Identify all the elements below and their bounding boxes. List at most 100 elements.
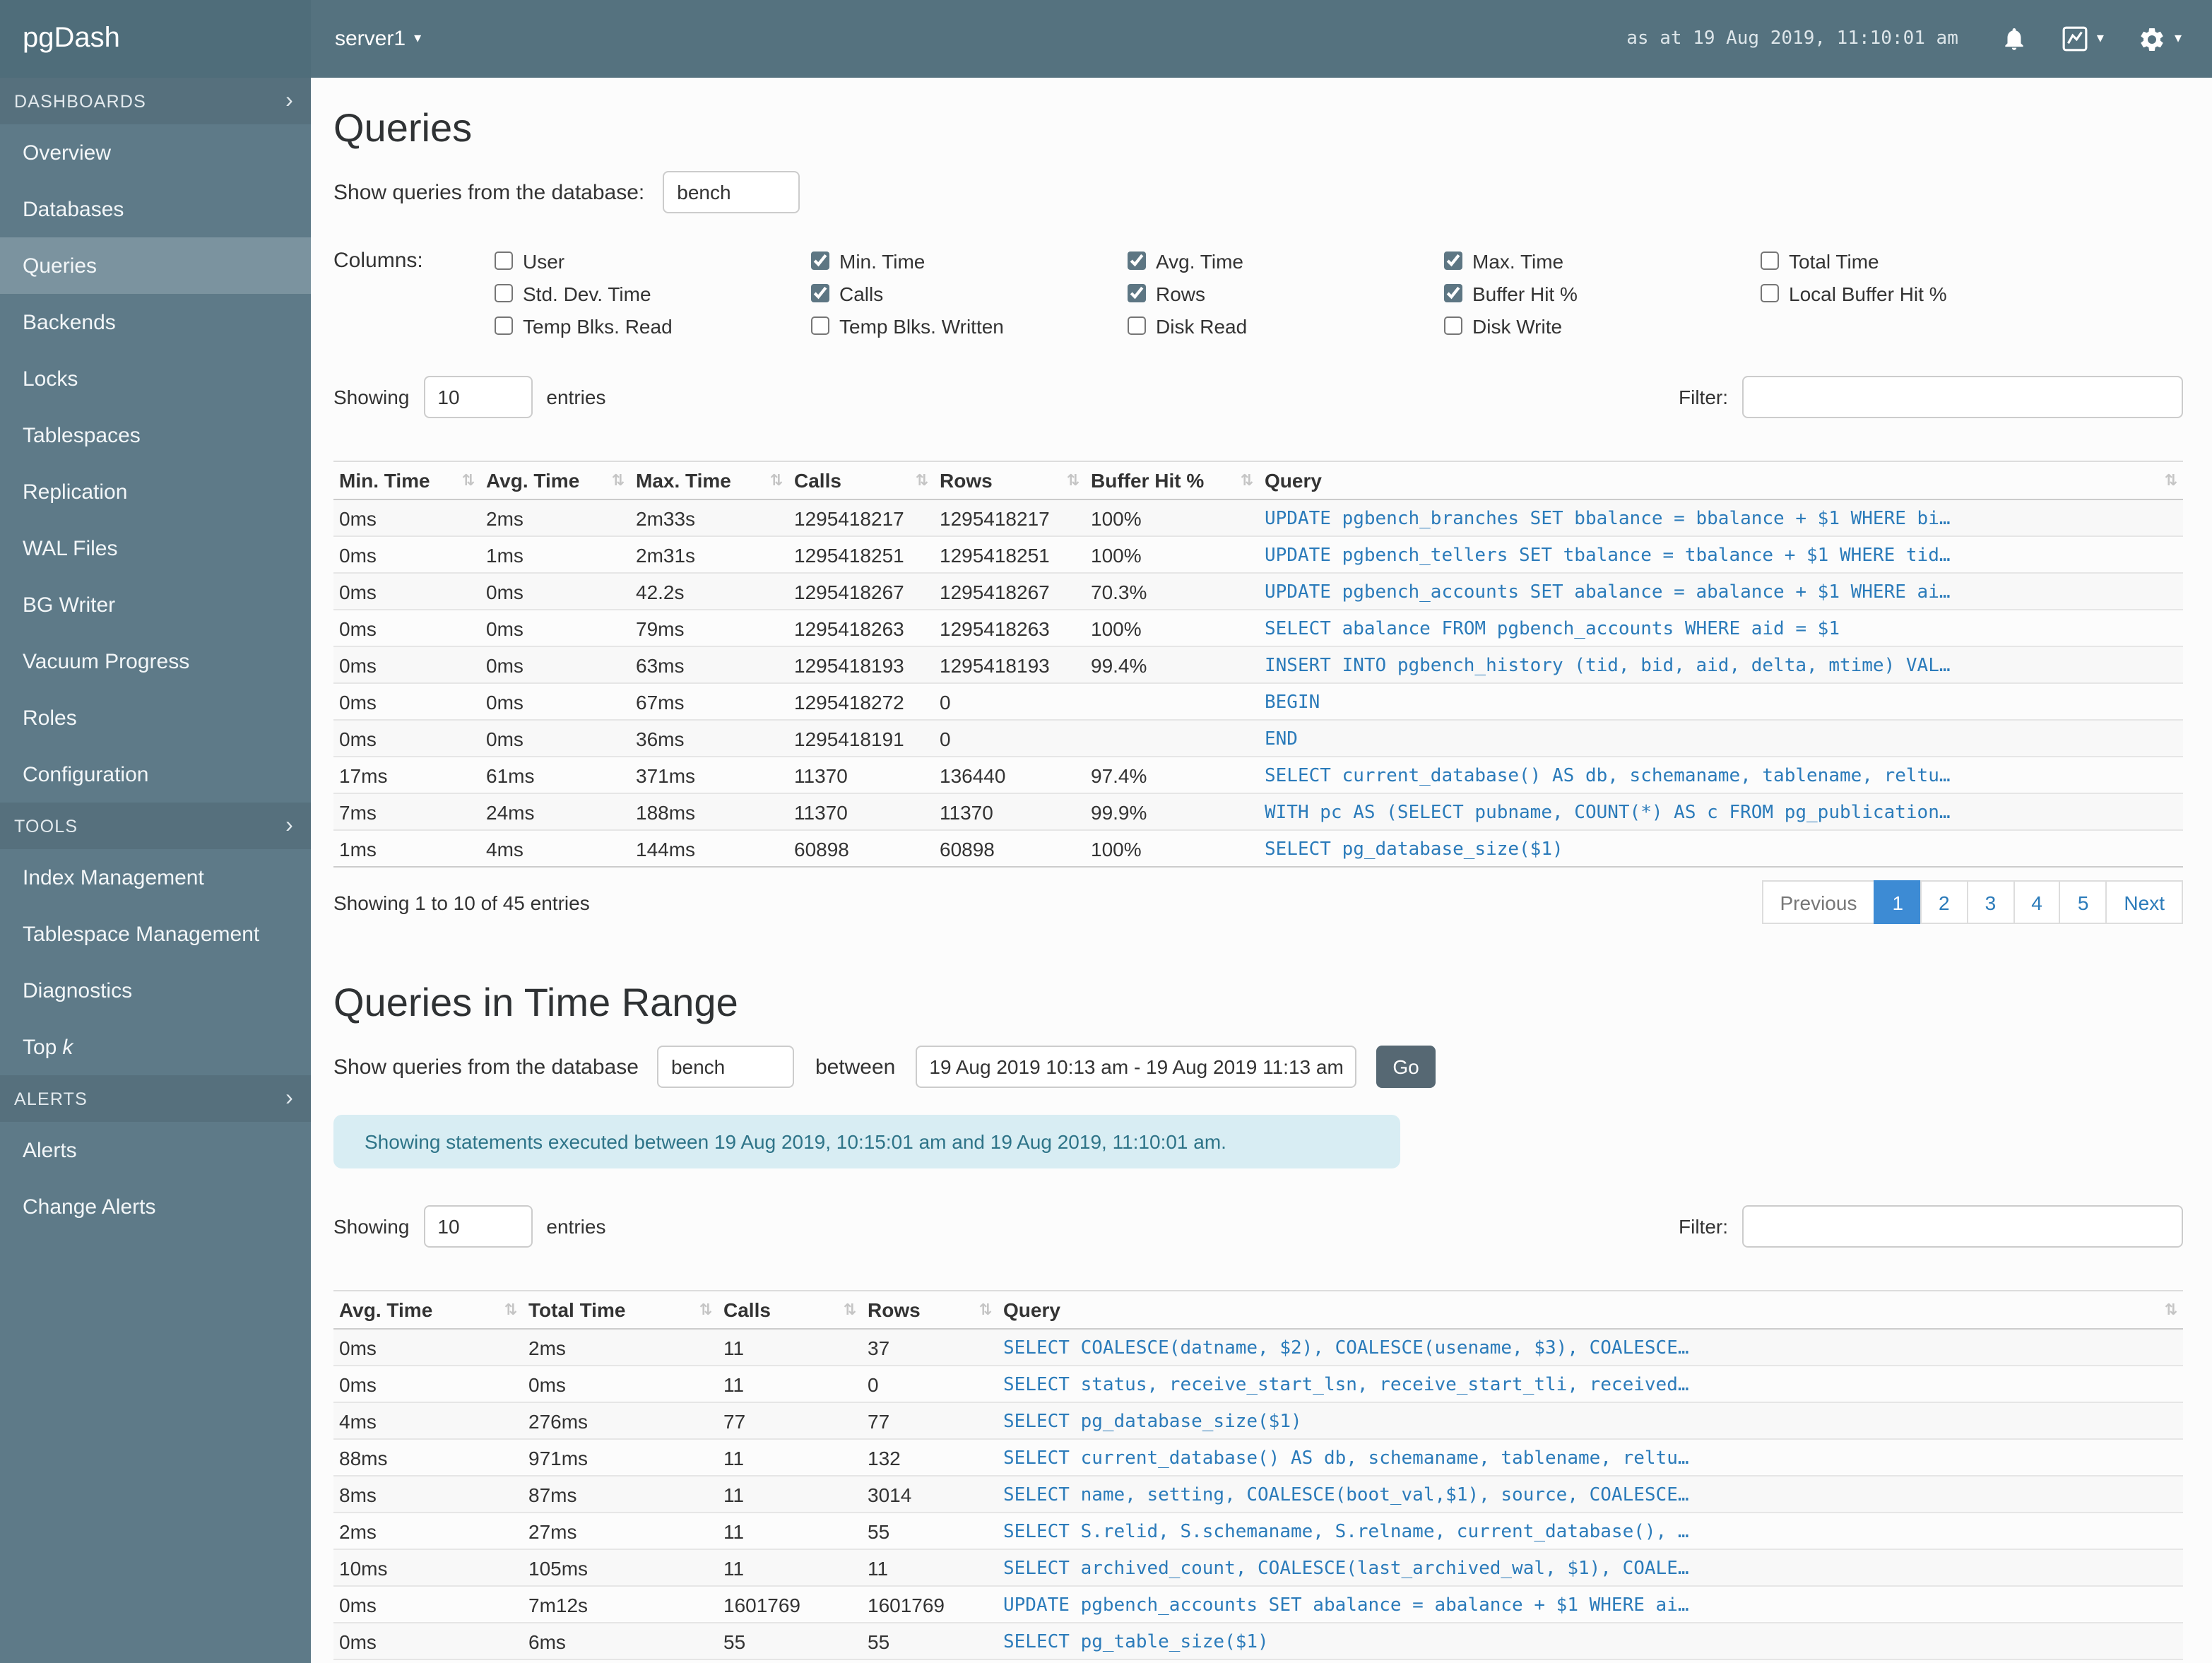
pagination-page-4[interactable]: 4 [2013, 880, 2061, 924]
query-link[interactable]: END [1265, 729, 1298, 750]
sidebar-item-change-alerts[interactable]: Change Alerts [23, 1195, 156, 1219]
pagination-page-2[interactable]: 2 [1920, 880, 1968, 924]
checkbox-local-buffer-hit[interactable] [1761, 284, 1779, 302]
sidebar-item-wal-files[interactable]: WAL Files [23, 536, 118, 560]
checkbox-min-time[interactable] [811, 251, 829, 270]
column-header-total-time[interactable]: Total Time ⇅ [523, 1290, 718, 1330]
checkbox-avg-time[interactable] [1128, 251, 1146, 270]
pagination-previous[interactable]: Previous [1761, 880, 1876, 924]
column-checkbox-temp-blks-read[interactable]: Temp Blks. Read [495, 312, 811, 339]
checkbox-std-dev-time[interactable] [495, 284, 513, 302]
column-header-avg-time[interactable]: Avg. Time ⇅ [480, 461, 630, 500]
query-link[interactable]: WITH pc AS (SELECT pubname, COUNT(*) AS … [1265, 803, 1951, 824]
notifications-bell-icon[interactable] [2001, 25, 2028, 52]
charts-menu-button[interactable]: ▾ [2062, 25, 2104, 52]
sidebar-section-dashboards[interactable]: DASHBOARDS › [0, 78, 311, 124]
entries-count-input-2[interactable] [423, 1205, 533, 1248]
sidebar-item-replication[interactable]: Replication [23, 480, 128, 504]
column-checkbox-rows[interactable]: Rows [1128, 280, 1444, 307]
sidebar-item-tablespace-management[interactable]: Tablespace Management [23, 922, 260, 946]
column-checkbox-buffer-hit[interactable]: Buffer Hit % [1444, 280, 1761, 307]
column-checkbox-temp-blks-written[interactable]: Temp Blks. Written [811, 312, 1128, 339]
query-link[interactable]: UPDATE pgbench_tellers SET tbalance = tb… [1265, 545, 1951, 567]
checkbox-rows[interactable] [1128, 284, 1146, 302]
column-header-avg-time[interactable]: Avg. Time ⇅ [333, 1290, 523, 1330]
checkbox-max-time[interactable] [1444, 251, 1462, 270]
checkbox-temp-blks-written[interactable] [811, 316, 829, 335]
query-link[interactable]: UPDATE pgbench_branches SET bbalance = b… [1265, 509, 1951, 530]
sidebar-item-index-management[interactable]: Index Management [23, 865, 204, 889]
checkbox-disk-write[interactable] [1444, 316, 1462, 335]
query-link[interactable]: SELECT pg_database_size($1) [1003, 1412, 1302, 1433]
column-checkbox-max-time[interactable]: Max. Time [1444, 247, 1761, 274]
checkbox-calls[interactable] [811, 284, 829, 302]
sidebar-item-roles[interactable]: Roles [23, 706, 77, 730]
column-checkbox-user[interactable]: User [495, 247, 811, 274]
sidebar-item-configuration[interactable]: Configuration [23, 762, 149, 786]
query-link[interactable]: SELECT S.relid, S.schemaname, S.relname,… [1003, 1522, 1689, 1543]
column-header-rows[interactable]: Rows ⇅ [934, 461, 1085, 500]
column-header-query[interactable]: Query ⇅ [1259, 461, 2183, 500]
pagination-page-3[interactable]: 3 [1966, 880, 2015, 924]
column-checkbox-disk-write[interactable]: Disk Write [1444, 312, 1761, 339]
database-input[interactable] [663, 171, 800, 213]
query-link[interactable]: UPDATE pgbench_accounts SET abalance = a… [1265, 582, 1951, 603]
query-link[interactable]: INSERT INTO pgbench_history (tid, bid, a… [1265, 656, 1951, 677]
checkbox-total-time[interactable] [1761, 251, 1779, 270]
column-checkbox-local-buffer-hit[interactable]: Local Buffer Hit % [1761, 280, 2077, 307]
sidebar-item-bg-writer[interactable]: BG Writer [23, 593, 116, 617]
query-link[interactable]: SELECT archived_count, COALESCE(last_arc… [1003, 1558, 1689, 1580]
column-header-buffer-hit[interactable]: Buffer Hit % ⇅ [1085, 461, 1259, 500]
sidebar-item-vacuum-progress[interactable]: Vacuum Progress [23, 649, 190, 673]
checkbox-temp-blks-read[interactable] [495, 316, 513, 335]
sidebar-item-diagnostics[interactable]: Diagnostics [23, 978, 133, 1002]
sidebar-item-locks[interactable]: Locks [23, 367, 78, 391]
checkbox-user[interactable] [495, 251, 513, 270]
sidebar-section-alerts[interactable]: ALERTS › [0, 1075, 311, 1122]
column-header-query[interactable]: Query ⇅ [998, 1290, 2183, 1330]
query-link[interactable]: BEGIN [1265, 692, 1320, 714]
filter-input[interactable] [1742, 376, 2183, 418]
query-link[interactable]: SELECT current_database() AS db, scheman… [1003, 1448, 1689, 1469]
column-header-max-time[interactable]: Max. Time ⇅ [630, 461, 788, 500]
column-header-rows[interactable]: Rows ⇅ [862, 1290, 998, 1330]
settings-menu-button[interactable]: ▾ [2138, 25, 2182, 53]
sidebar-item-alerts[interactable]: Alerts [23, 1138, 77, 1162]
column-checkbox-disk-read[interactable]: Disk Read [1128, 312, 1444, 339]
server-selector[interactable]: server1 ▾ [335, 27, 421, 51]
column-header-calls[interactable]: Calls ⇅ [788, 461, 934, 500]
database-input-2[interactable] [656, 1046, 794, 1088]
pagination-next[interactable]: Next [2105, 880, 2183, 924]
query-link[interactable]: SELECT pg_table_size($1) [1003, 1632, 1269, 1653]
sidebar-item-queries[interactable]: Queries [0, 237, 311, 294]
date-range-input[interactable] [915, 1046, 1356, 1088]
query-link[interactable]: UPDATE pgbench_accounts SET abalance = a… [1003, 1595, 1689, 1616]
entries-count-input[interactable] [423, 376, 533, 418]
sidebar-item-tablespaces[interactable]: Tablespaces [23, 423, 141, 447]
query-link[interactable]: SELECT pg_database_size($1) [1265, 839, 1563, 860]
column-checkbox-calls[interactable]: Calls [811, 280, 1128, 307]
column-checkbox-std-dev-time[interactable]: Std. Dev. Time [495, 280, 811, 307]
column-checkbox-total-time[interactable]: Total Time [1761, 247, 2077, 274]
query-link[interactable]: SELECT current_database() AS db, scheman… [1265, 766, 1951, 787]
query-link[interactable]: SELECT abalance FROM pgbench_accounts WH… [1265, 619, 1840, 640]
sidebar-item-overview[interactable]: Overview [23, 141, 112, 165]
go-button[interactable]: Go [1376, 1046, 1436, 1088]
column-checkbox-min-time[interactable]: Min. Time [811, 247, 1128, 274]
column-header-min-time[interactable]: Min. Time ⇅ [333, 461, 480, 500]
sidebar-item-top-k[interactable]: Top k [23, 1035, 73, 1059]
query-link[interactable]: SELECT name, setting, COALESCE(boot_val,… [1003, 1485, 1689, 1506]
brand-logo[interactable]: pgDash [0, 0, 311, 78]
checkbox-buffer-hit[interactable] [1444, 284, 1462, 302]
pagination-page-1[interactable]: 1 [1874, 880, 1922, 924]
column-header-calls[interactable]: Calls ⇅ [718, 1290, 862, 1330]
checkbox-disk-read[interactable] [1128, 316, 1146, 335]
sidebar-item-databases[interactable]: Databases [23, 197, 124, 221]
filter-input-2[interactable] [1742, 1205, 2183, 1248]
sidebar-section-tools[interactable]: TOOLS › [0, 803, 311, 849]
query-link[interactable]: SELECT COALESCE(datname, $2), COALESCE(u… [1003, 1338, 1689, 1359]
column-checkbox-avg-time[interactable]: Avg. Time [1128, 247, 1444, 274]
query-link[interactable]: SELECT status, receive_start_lsn, receiv… [1003, 1375, 1689, 1396]
pagination-page-5[interactable]: 5 [2059, 880, 2107, 924]
sidebar-item-backends[interactable]: Backends [23, 310, 116, 334]
